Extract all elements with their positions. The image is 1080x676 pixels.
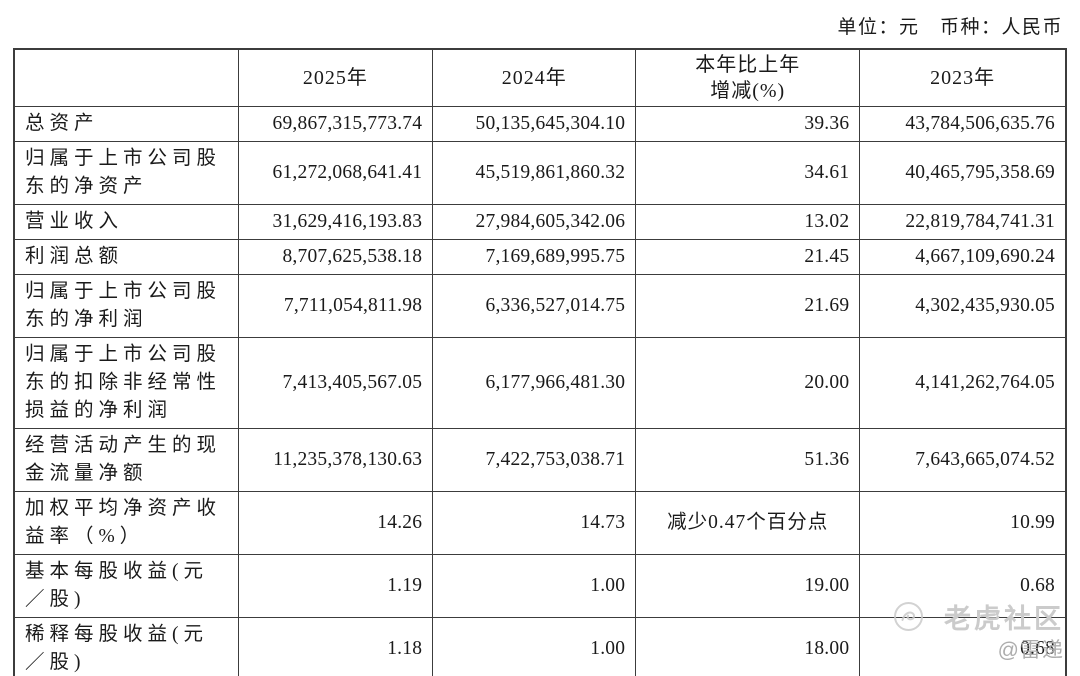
table-row: 总资产 69,867,315,773.74 50,135,645,304.10 … [13,106,1067,142]
header-change-line1: 本年比上年 [695,54,801,76]
value-change: 51.36 [635,428,861,492]
table-row: 基本每股收益(元／股) 1.19 1.00 19.00 0.68 [13,554,1067,618]
value-2024: 27,984,605,342.06 [432,204,637,240]
value-change: 减少0.47个百分点 [635,491,861,555]
value-2023: 4,141,262,764.05 [859,337,1067,429]
row-label: 总资产 [13,106,239,142]
row-label: 加权平均净资产收益率（%） [13,491,239,555]
value-2025: 1.18 [237,617,434,676]
row-label: 经营活动产生的现金流量净额 [13,428,239,492]
value-2024: 7,422,753,038.71 [432,428,637,492]
value-2024: 7,169,689,995.75 [432,239,637,275]
header-2024: 2024年 [432,48,637,107]
value-2025: 7,711,054,811.98 [237,274,434,338]
value-change: 13.02 [635,204,861,240]
value-2023: 4,667,109,690.24 [859,239,1067,275]
value-2023: 22,819,784,741.31 [859,204,1067,240]
table-row: 归属于上市公司股东的扣除非经常性损益的净利润 7,413,405,567.05 … [13,337,1067,429]
value-change: 19.00 [635,554,861,618]
table-row: 加权平均净资产收益率（%） 14.26 14.73 减少0.47个百分点 10.… [13,491,1067,555]
value-2025: 8,707,625,538.18 [237,239,434,275]
value-2024: 45,519,861,860.32 [432,141,637,205]
row-label: 归属于上市公司股东的净资产 [13,141,239,205]
value-change: 18.00 [635,617,861,676]
value-2024: 6,177,966,481.30 [432,337,637,429]
value-2025: 1.19 [237,554,434,618]
value-2025: 7,413,405,567.05 [237,337,434,429]
table-row: 利润总额 8,707,625,538.18 7,169,689,995.75 2… [13,239,1067,275]
value-change: 39.36 [635,106,861,142]
table-row: 归属于上市公司股东的净利润 7,711,054,811.98 6,336,527… [13,274,1067,338]
value-2023: 0.68 [859,617,1067,676]
value-2024: 14.73 [432,491,637,555]
header-indicator [13,48,239,107]
row-label: 归属于上市公司股东的扣除非经常性损益的净利润 [13,337,239,429]
value-2023: 4,302,435,930.05 [859,274,1067,338]
table-row: 归属于上市公司股东的净资产 61,272,068,641.41 45,519,8… [13,141,1067,205]
value-change: 20.00 [635,337,861,429]
header-change-line2: 增减(%) [710,80,786,102]
value-2023: 40,465,795,358.69 [859,141,1067,205]
table-row: 营业收入 31,629,416,193.83 27,984,605,342.06… [13,204,1067,240]
header-2023: 2023年 [859,48,1067,107]
header-row: 2025年 2024年 本年比上年 增减(%) 2023年 [13,48,1067,107]
table-row: 经营活动产生的现金流量净额 11,235,378,130.63 7,422,75… [13,428,1067,492]
unit-note: 单位：元 币种：人民币 [837,17,1063,38]
value-2023: 10.99 [859,491,1067,555]
value-2024: 50,135,645,304.10 [432,106,637,142]
value-2024: 1.00 [432,554,637,618]
header-change: 本年比上年 增减(%) [635,48,861,107]
value-2024: 1.00 [432,617,637,676]
value-2025: 31,629,416,193.83 [237,204,434,240]
row-label: 利润总额 [13,239,239,275]
header-2025: 2025年 [237,48,434,107]
value-change: 21.69 [635,274,861,338]
value-2025: 61,272,068,641.41 [237,141,434,205]
row-label: 稀释每股收益(元／股) [13,617,239,676]
row-label: 归属于上市公司股东的净利润 [13,274,239,338]
value-2025: 69,867,315,773.74 [237,106,434,142]
value-2023: 43,784,506,635.76 [859,106,1067,142]
value-change: 21.45 [635,239,861,275]
value-2024: 6,336,527,014.75 [432,274,637,338]
value-2023: 7,643,665,074.52 [859,428,1067,492]
value-2023: 0.68 [859,554,1067,618]
row-label: 基本每股收益(元／股) [13,554,239,618]
value-2025: 14.26 [237,491,434,555]
table-row: 稀释每股收益(元／股) 1.18 1.00 18.00 0.68 [13,617,1067,676]
value-2025: 11,235,378,130.63 [237,428,434,492]
financial-summary-table: 2025年 2024年 本年比上年 增减(%) 2023年 总资产 69,867… [13,48,1067,676]
row-label: 营业收入 [13,204,239,240]
value-change: 34.61 [635,141,861,205]
